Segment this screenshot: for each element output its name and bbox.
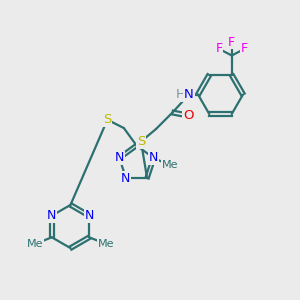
- Text: F: F: [228, 35, 235, 49]
- Text: O: O: [183, 109, 194, 122]
- Text: Me: Me: [98, 239, 114, 249]
- Text: H: H: [176, 88, 186, 101]
- Text: N: N: [184, 88, 194, 101]
- Text: S: S: [137, 135, 145, 148]
- Text: Me: Me: [162, 160, 178, 170]
- Text: N: N: [47, 209, 56, 222]
- Text: N: N: [85, 209, 94, 222]
- Text: S: S: [103, 113, 112, 126]
- Text: N: N: [149, 152, 158, 164]
- Text: N: N: [121, 172, 130, 184]
- Text: F: F: [216, 42, 223, 56]
- Text: F: F: [241, 42, 248, 56]
- Text: N: N: [115, 152, 124, 164]
- Text: Me: Me: [27, 239, 44, 249]
